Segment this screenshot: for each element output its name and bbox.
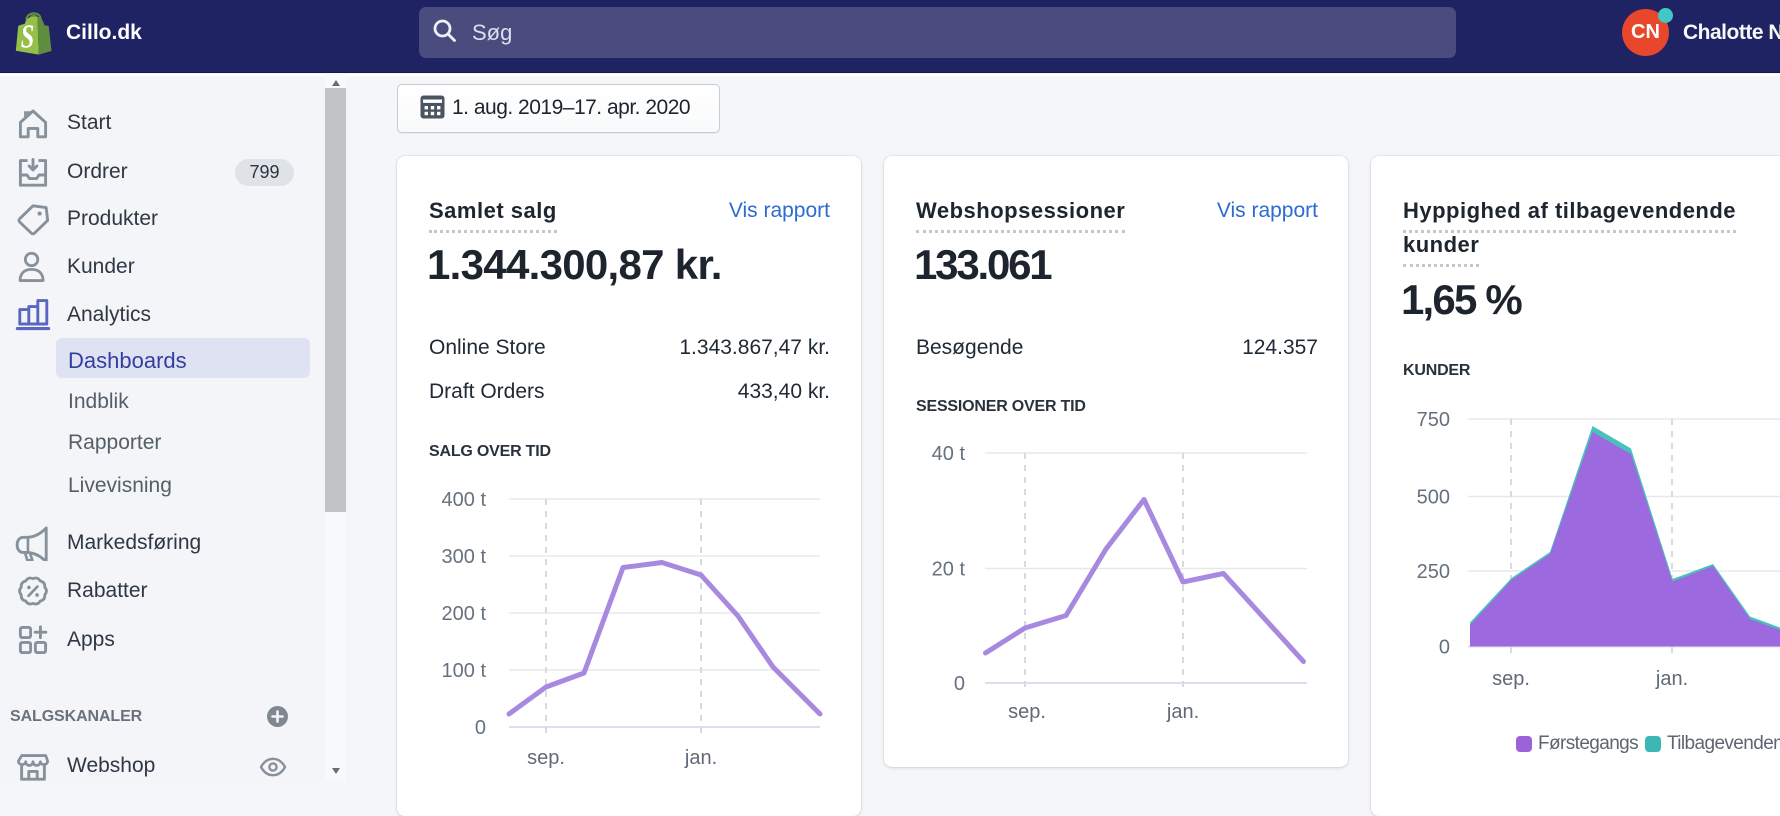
svg-text:400 t: 400 t bbox=[442, 489, 487, 511]
svg-text:20 t: 20 t bbox=[932, 559, 966, 581]
svg-text:300 t: 300 t bbox=[442, 546, 487, 568]
svg-text:S: S bbox=[21, 19, 35, 56]
svg-text:jan.: jan. bbox=[1166, 701, 1199, 723]
svg-text:200 t: 200 t bbox=[442, 603, 487, 625]
svg-text:jan.: jan. bbox=[1655, 668, 1688, 690]
svg-text:sep.: sep. bbox=[1492, 668, 1530, 690]
svg-text:sep.: sep. bbox=[527, 747, 565, 769]
svg-text:100 t: 100 t bbox=[442, 660, 487, 682]
svg-text:250: 250 bbox=[1417, 561, 1450, 583]
svg-text:40 t: 40 t bbox=[932, 443, 966, 465]
svg-text:0: 0 bbox=[475, 717, 486, 739]
svg-text:750: 750 bbox=[1417, 409, 1450, 431]
svg-text:0: 0 bbox=[1439, 637, 1450, 659]
svg-text:500: 500 bbox=[1417, 487, 1450, 509]
svg-text:0: 0 bbox=[954, 673, 965, 695]
svg-text:sep.: sep. bbox=[1008, 701, 1046, 723]
svg-text:jan.: jan. bbox=[684, 747, 717, 769]
